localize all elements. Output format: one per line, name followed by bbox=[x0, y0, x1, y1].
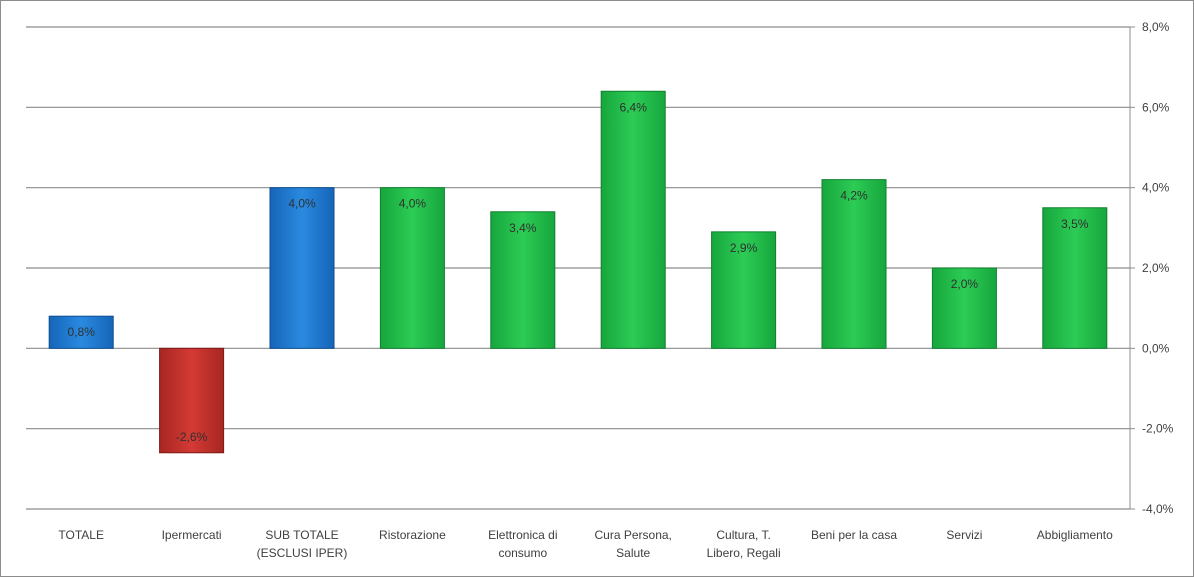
bar bbox=[711, 231, 777, 349]
x-category-label: Cultura, T. bbox=[716, 528, 770, 542]
data-label: 3,5% bbox=[1061, 217, 1089, 231]
y-tick-label: -2,0% bbox=[1142, 422, 1174, 436]
x-category-label: SUB TOTALE bbox=[265, 528, 338, 542]
y-tick-label: 4,0% bbox=[1142, 181, 1170, 195]
y-tick-label: 8,0% bbox=[1142, 20, 1170, 34]
x-category-label: Servizi bbox=[946, 528, 982, 542]
bar bbox=[600, 90, 666, 349]
data-label: 2,9% bbox=[730, 241, 758, 255]
bar bbox=[821, 179, 887, 349]
x-category-label: consumo bbox=[498, 546, 547, 560]
bar bbox=[379, 187, 445, 349]
x-category-label: Abbigliamento bbox=[1037, 528, 1113, 542]
y-tick-label: 6,0% bbox=[1142, 100, 1170, 114]
bar bbox=[490, 211, 556, 349]
data-label: 2,0% bbox=[951, 277, 979, 291]
bar bbox=[159, 347, 225, 454]
x-category-label: Cura Persona, bbox=[595, 528, 672, 542]
x-category-label: Ristorazione bbox=[379, 528, 446, 542]
x-category-label: Beni per la casa bbox=[811, 528, 897, 542]
data-label: 4,0% bbox=[288, 197, 316, 211]
x-category-label: Ipermercati bbox=[162, 528, 222, 542]
x-category-label: Elettronica di bbox=[488, 528, 557, 542]
y-tick-label: 0,0% bbox=[1142, 341, 1170, 355]
x-category-label: (ESCLUSI IPER) bbox=[257, 546, 348, 560]
x-category-label: TOTALE bbox=[58, 528, 104, 542]
data-label: 4,0% bbox=[399, 197, 427, 211]
data-label: 6,4% bbox=[620, 100, 648, 114]
y-tick-label: 2,0% bbox=[1142, 261, 1170, 275]
y-tick-label: -4,0% bbox=[1142, 502, 1174, 516]
data-label: -2,6% bbox=[176, 430, 208, 444]
bars: 0,8% -2,6% 4,0% 4,0% 3,4% 6,4% 2,9% 4,2% 2,0% 3,5… bbox=[48, 90, 1108, 454]
data-label: 3,4% bbox=[509, 221, 537, 235]
data-label: 0,8% bbox=[68, 325, 96, 339]
bar bbox=[48, 315, 114, 349]
x-category-label: Salute bbox=[616, 546, 650, 560]
data-label: 4,2% bbox=[840, 189, 868, 203]
bar bbox=[931, 267, 997, 349]
x-axis-categories: TOTALE Ipermercati SUB TOTALE (ESCLUSI IPER… bbox=[58, 528, 1113, 560]
bar bbox=[269, 187, 335, 349]
x-category-label: Libero, Regali bbox=[707, 546, 781, 560]
bar bbox=[1042, 207, 1108, 349]
y-axis-ticks: 8,0% 6,0% 4,0% 2,0% 0,0% -2,0% -4,0% bbox=[1142, 20, 1174, 516]
